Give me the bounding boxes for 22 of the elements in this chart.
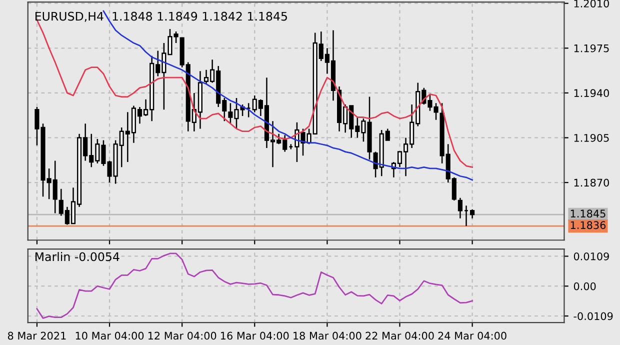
y-tick-label: 1.1870	[574, 178, 609, 187]
y-tick-label: 0.00	[574, 282, 596, 290]
x-tick-label: 22 Mar 04:00	[366, 332, 434, 340]
ref-line-label: 1.1845	[570, 210, 606, 218]
y-tick-label: 1.2010	[574, 0, 609, 8]
x-tick-label: 18 Mar 04:00	[294, 332, 362, 340]
line-series	[102, 10, 473, 181]
line-series	[36, 252, 473, 319]
text: EURUSD,H4 1.1848 1.1849 1.1842 1.1845	[35, 12, 287, 22]
x-tick-label: 8 Mar 2021	[8, 332, 66, 340]
x-tick-label: 16 Mar 04:00	[221, 332, 289, 340]
y-tick-label: 1.1940	[574, 89, 609, 98]
y-tick-label: -0.0109	[574, 312, 613, 320]
y-tick-label: 1.1975	[574, 44, 609, 52]
x-tick-label: 12 Mar 04:00	[148, 332, 216, 340]
x-tick-label: 10 Mar 04:00	[76, 332, 144, 340]
y-tick-label: 1.1905	[574, 134, 609, 142]
candlestick	[458, 197, 462, 219]
chart-title: Marlin -0.0054	[35, 252, 120, 262]
x-tick-label: 24 Mar 04:00	[438, 332, 506, 340]
ref-line-label: 1.1836	[570, 221, 606, 230]
y-tick-label: 0.0109	[574, 252, 609, 260]
